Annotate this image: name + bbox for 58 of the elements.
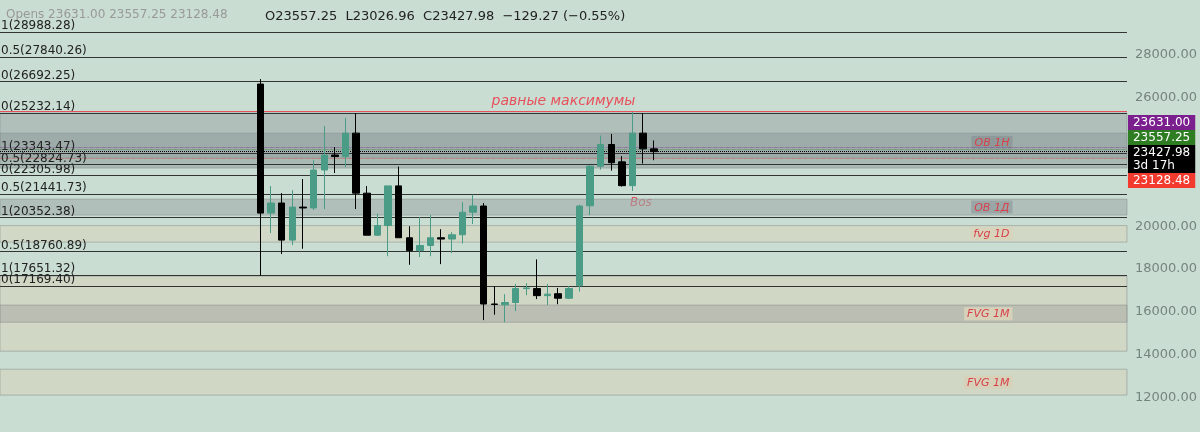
candlestick bbox=[416, 216, 424, 258]
ref-line-label: 0(26692.25) bbox=[1, 67, 76, 82]
band-label: OB 1Д bbox=[974, 200, 1010, 214]
y-tick-label: 16000.00 bbox=[1134, 303, 1197, 319]
candlestick bbox=[491, 285, 498, 316]
candlestick bbox=[618, 155, 626, 188]
candlestick bbox=[554, 287, 562, 305]
band-label: OB 1H bbox=[974, 135, 1010, 149]
candlestick bbox=[544, 283, 551, 306]
candlestick bbox=[565, 285, 573, 300]
candlestick bbox=[469, 194, 477, 225]
ref-line-label: 0.5(18760.89) bbox=[1, 237, 87, 252]
candlestick bbox=[427, 214, 434, 257]
candlestick bbox=[374, 213, 381, 237]
candlestick bbox=[480, 202, 487, 321]
candlestick bbox=[533, 258, 541, 300]
text: O23557.25 L23026.96 C23427.98 −129.27 (−0.55%) bbox=[265, 8, 626, 23]
y-tick-label: 28000.00 bbox=[1134, 46, 1197, 62]
candlestick bbox=[342, 117, 349, 168]
y-tick-label: 12000.00 bbox=[1134, 389, 1197, 405]
band-label: FVG 1M bbox=[967, 375, 1010, 389]
candlestick bbox=[597, 135, 604, 171]
ref-line-label: 0.5(27840.26) bbox=[1, 43, 87, 58]
candlestick bbox=[437, 228, 445, 265]
y-tick-label: 20000.00 bbox=[1134, 217, 1197, 233]
band-label: FVG 1M bbox=[967, 307, 1010, 321]
ref-line-label: 0.5(21441.73) bbox=[1, 180, 87, 195]
candlestick bbox=[459, 201, 466, 245]
candlestick bbox=[363, 185, 371, 236]
ref-line-label: 1(20352.38) bbox=[1, 203, 76, 218]
candlestick bbox=[586, 164, 594, 216]
candlestick bbox=[278, 192, 285, 255]
candlestick bbox=[576, 204, 583, 293]
candlestick bbox=[395, 166, 402, 239]
candlestick bbox=[523, 282, 530, 296]
candlestick bbox=[321, 125, 328, 210]
y-tick-label: 26000.00 bbox=[1134, 88, 1197, 104]
candlestick bbox=[299, 178, 307, 250]
candlestick bbox=[448, 231, 456, 254]
annotation: Bos bbox=[630, 195, 652, 209]
candlestick bbox=[629, 111, 636, 192]
y-tick-label: 18000.00 bbox=[1134, 260, 1197, 276]
candlestick bbox=[289, 189, 296, 246]
candlestick bbox=[512, 283, 519, 312]
ref-line-label: равные максимумы bbox=[490, 92, 636, 109]
y-tick-label: 14000.00 bbox=[1134, 346, 1197, 362]
ref-line-label: 0(25232.14) bbox=[1, 98, 76, 113]
ref-line-label: 1(28988.28) bbox=[1, 18, 76, 33]
band-label: fvg 1D bbox=[973, 227, 1010, 241]
candlestick bbox=[267, 185, 275, 234]
ref-line-label: 23427.98 3d 17h bbox=[1132, 145, 1191, 173]
ref-line-label: 23557.25 bbox=[1132, 130, 1191, 145]
ref-line-label: 23631.00 bbox=[1132, 115, 1191, 130]
candlestick bbox=[501, 293, 509, 323]
candlestick bbox=[384, 185, 392, 257]
candlestick bbox=[310, 159, 317, 211]
ref-line-label: 23128.48 bbox=[1132, 173, 1191, 188]
candlestick bbox=[406, 225, 413, 266]
